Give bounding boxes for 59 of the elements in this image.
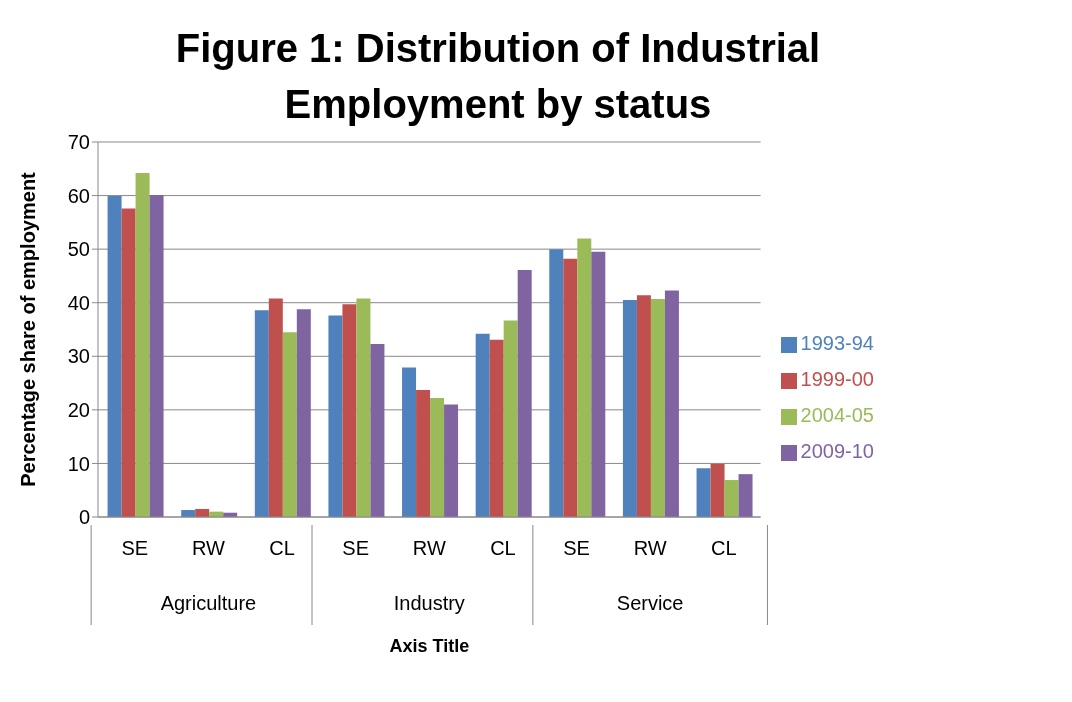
bar [622, 300, 637, 517]
bar [563, 258, 578, 517]
bar [370, 343, 385, 517]
legend-label: 1993-94 [800, 332, 874, 354]
bar [356, 298, 371, 517]
text: Agriculture [160, 592, 257, 614]
x-tick-label: CL [710, 537, 737, 559]
y-tick-label: 30 [67, 345, 90, 368]
x-tick-label: RW [633, 537, 667, 559]
bar [549, 249, 564, 517]
y-tick-label: 0 [78, 506, 90, 529]
bar [475, 333, 490, 517]
bar [121, 208, 136, 517]
y-tick-label: 70 [67, 131, 90, 154]
x-tick-label: RW [191, 537, 226, 559]
bar [107, 196, 122, 517]
bar [254, 310, 269, 517]
x-axis-title: Axis Title [389, 636, 470, 656]
x-tick-label: SE [563, 537, 590, 559]
bar [268, 298, 283, 517]
bar [724, 480, 739, 517]
chart-title: Figure 1: Distribution of Industrial Employment by status [174, 25, 822, 128]
bar [416, 390, 431, 517]
y-tick-label: 50 [67, 238, 90, 261]
bar [328, 315, 343, 517]
bar [696, 468, 711, 517]
bar [296, 309, 311, 517]
y-tick-label: 40 [67, 291, 90, 314]
bar [444, 404, 459, 517]
bar [149, 195, 164, 517]
legend-label: 2009-10 [800, 440, 874, 462]
y-tick-label: 60 [67, 184, 90, 207]
bar [489, 339, 504, 517]
legend-label: 2004-05 [800, 404, 874, 426]
bar [636, 295, 651, 517]
bar [503, 320, 518, 517]
bar [650, 298, 665, 517]
y-tick-label: 10 [67, 452, 90, 475]
x-tick-label: RW [412, 537, 446, 559]
bar [342, 304, 357, 517]
y-axis-title: Percentage share of employment [17, 171, 40, 487]
x-tick-label: CL [490, 537, 516, 559]
text: Industry [393, 592, 465, 614]
bar [664, 290, 679, 517]
x-tick-label: CL [269, 537, 295, 559]
bar [591, 251, 606, 517]
x-tick-label: SE [342, 537, 370, 559]
legend-label: 1999-00 [800, 368, 874, 390]
bar [135, 173, 150, 517]
bar [577, 238, 592, 517]
y-tick-label: 20 [67, 398, 90, 421]
bar [402, 367, 417, 517]
text: Service [616, 592, 684, 614]
bar [282, 332, 297, 517]
bar [430, 398, 445, 517]
bar [517, 270, 532, 517]
bar [710, 463, 725, 517]
x-tick-label: SE [121, 537, 149, 559]
bar [738, 474, 753, 517]
